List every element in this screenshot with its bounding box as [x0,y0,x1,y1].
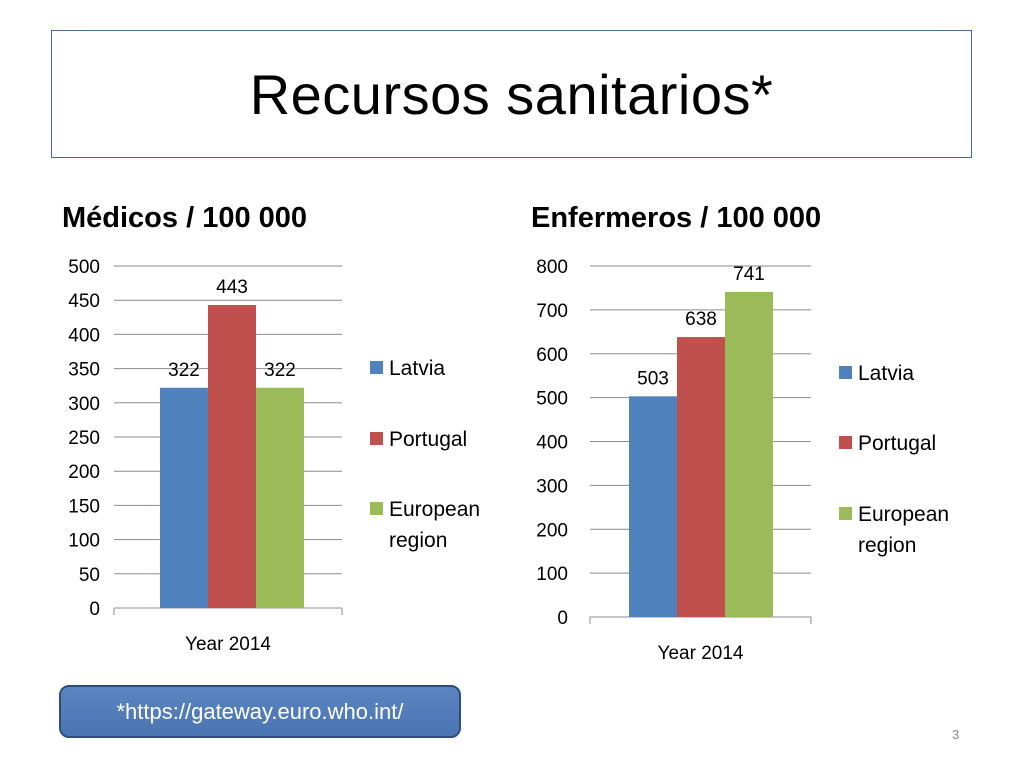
enfermeros-y-tick-label: 100 [536,564,568,585]
enfermeros-legend-label: Portugal [858,432,936,455]
enfermeros-legend-swatch [839,507,852,520]
chart-title-enfermeros: Enfermeros / 100 000 [531,202,822,234]
enfermeros-y-tick-label: 200 [536,520,568,541]
medicos-y-tick-label: 250 [68,428,100,449]
enfermeros-legend-swatch [839,436,852,449]
page-number: 3 [952,727,960,742]
medicos-legend-label: European region [389,498,480,552]
enfermeros-legend-swatch [839,366,852,379]
enfermeros-y-tick-label: 300 [536,476,568,497]
enfermeros-bar-portugal [677,337,725,617]
medicos-legend-swatch [370,502,383,515]
medicos-y-tick-label: 0 [89,599,100,620]
enfermeros-data-label: 503 [637,368,669,389]
medicos-y-tick-label: 350 [68,360,100,381]
enfermeros-y-tick-label: 700 [536,301,568,322]
medicos-legend-label: Portugal [389,428,467,451]
medicos-y-tick-label: 200 [68,462,100,483]
medicos-data-label: 322 [264,360,296,381]
medicos-y-tick-label: 50 [79,565,100,586]
medicos-y-tick-label: 300 [68,394,100,415]
medicos-y-tick-label: 400 [68,325,100,346]
source-link-text: *https://gateway.euro.who.int/ [116,698,404,724]
enfermeros-data-label: 638 [685,309,717,330]
medicos-category-label: Year 2014 [185,634,271,655]
slide-title: Recursos sanitarios* [249,62,774,126]
medicos-bar-portugal [208,304,256,608]
medicos-y-tick-label: 500 [68,257,100,278]
enfermeros-legend-label: European region [858,503,949,557]
medicos-data-label: 322 [168,360,200,381]
title-box: Recursos sanitarios* [51,30,972,158]
medicos-data-label: 443 [216,277,248,298]
enfermeros-data-label: 741 [733,264,765,285]
medicos-y-tick-label: 150 [68,496,100,517]
enfermeros-y-tick-label: 500 [536,389,568,410]
enfermeros-y-tick-label: 400 [536,433,568,454]
medicos-bar-latvia [160,387,208,608]
medicos-legend-label: Latvia [389,357,445,380]
source-link-button[interactable]: *https://gateway.euro.who.int/ [59,685,461,738]
medicos-legend-swatch [370,432,383,445]
enfermeros-bar-european-region [725,291,773,617]
enfermeros-y-tick-label: 0 [557,608,568,629]
enfermeros-y-tick-label: 800 [536,257,568,278]
medicos-legend-swatch [370,361,383,374]
enfermeros-bar-latvia [629,396,677,617]
medicos-y-tick-label: 450 [68,291,100,312]
enfermeros-y-tick-label: 600 [536,345,568,366]
enfermeros-category-label: Year 2014 [658,643,744,664]
medicos-y-tick-label: 100 [68,531,100,552]
medicos-bar-european-region [256,387,304,608]
enfermeros-legend-label: Latvia [858,362,914,385]
chart-title-medicos: Médicos / 100 000 [62,202,308,234]
